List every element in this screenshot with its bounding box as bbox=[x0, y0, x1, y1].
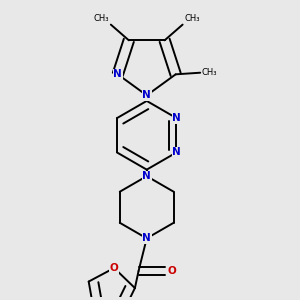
Text: N: N bbox=[142, 233, 151, 243]
Text: N: N bbox=[172, 113, 181, 123]
Text: N: N bbox=[172, 148, 181, 158]
Text: O: O bbox=[167, 266, 176, 276]
Text: N: N bbox=[142, 171, 151, 181]
Text: O: O bbox=[110, 263, 118, 273]
Text: CH₃: CH₃ bbox=[94, 14, 109, 23]
Text: N: N bbox=[142, 90, 151, 100]
Text: CH₃: CH₃ bbox=[184, 14, 200, 23]
Text: CH₃: CH₃ bbox=[202, 68, 217, 77]
Text: N: N bbox=[113, 69, 122, 79]
